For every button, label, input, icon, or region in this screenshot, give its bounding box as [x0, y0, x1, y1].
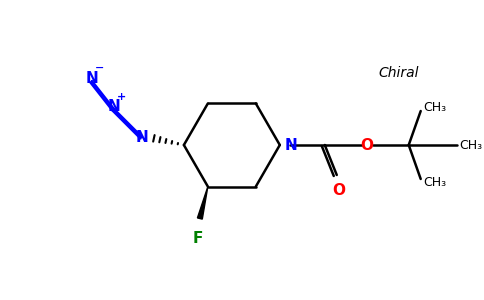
Text: CH₃: CH₃	[459, 139, 482, 152]
Text: O: O	[332, 183, 345, 198]
Text: F: F	[193, 230, 203, 245]
Text: +: +	[117, 92, 126, 102]
Text: CH₃: CH₃	[423, 176, 446, 190]
Text: N: N	[136, 130, 148, 145]
Text: N: N	[107, 98, 121, 113]
Text: CH₃: CH₃	[423, 100, 446, 113]
Text: Chiral: Chiral	[378, 66, 419, 80]
Text: O: O	[360, 137, 373, 152]
Text: N: N	[285, 137, 298, 152]
Polygon shape	[197, 187, 208, 219]
Text: −: −	[95, 63, 105, 73]
Text: N: N	[86, 70, 98, 86]
